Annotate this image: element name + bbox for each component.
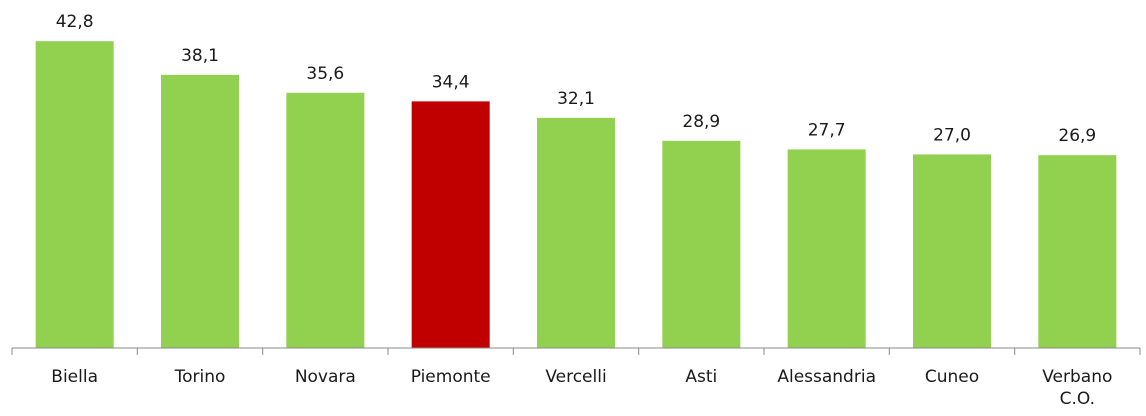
bar xyxy=(411,101,490,348)
bar xyxy=(35,41,114,348)
x-tick-label: Vercelli xyxy=(545,367,607,387)
x-tick-label: Biella xyxy=(51,367,99,387)
bar xyxy=(662,140,741,348)
x-tick-label: Asti xyxy=(685,367,718,387)
x-tick-label: Torino xyxy=(174,367,226,387)
value-label: 34,4 xyxy=(432,72,470,92)
value-label: 26,9 xyxy=(1058,126,1096,146)
bar xyxy=(913,154,991,348)
value-label: 42,8 xyxy=(56,12,94,32)
value-label: 27,0 xyxy=(933,125,971,145)
x-tick-label: Alessandria xyxy=(777,367,876,387)
value-label: 38,1 xyxy=(181,46,219,66)
value-label: 28,9 xyxy=(682,112,720,132)
x-tick-label: Cuneo xyxy=(924,367,980,387)
bar xyxy=(286,92,365,348)
value-label: 27,7 xyxy=(808,120,846,140)
x-tick-label: Novara xyxy=(294,367,356,387)
bar xyxy=(537,117,615,349)
value-label: 32,1 xyxy=(557,89,595,109)
x-tick-label: Piemonte xyxy=(410,367,491,387)
bar xyxy=(161,74,239,349)
value-label: 35,6 xyxy=(306,64,344,84)
bar xyxy=(787,149,866,348)
bar xyxy=(1038,155,1117,348)
x-tick-label: Verbano C.O. xyxy=(1042,367,1113,409)
